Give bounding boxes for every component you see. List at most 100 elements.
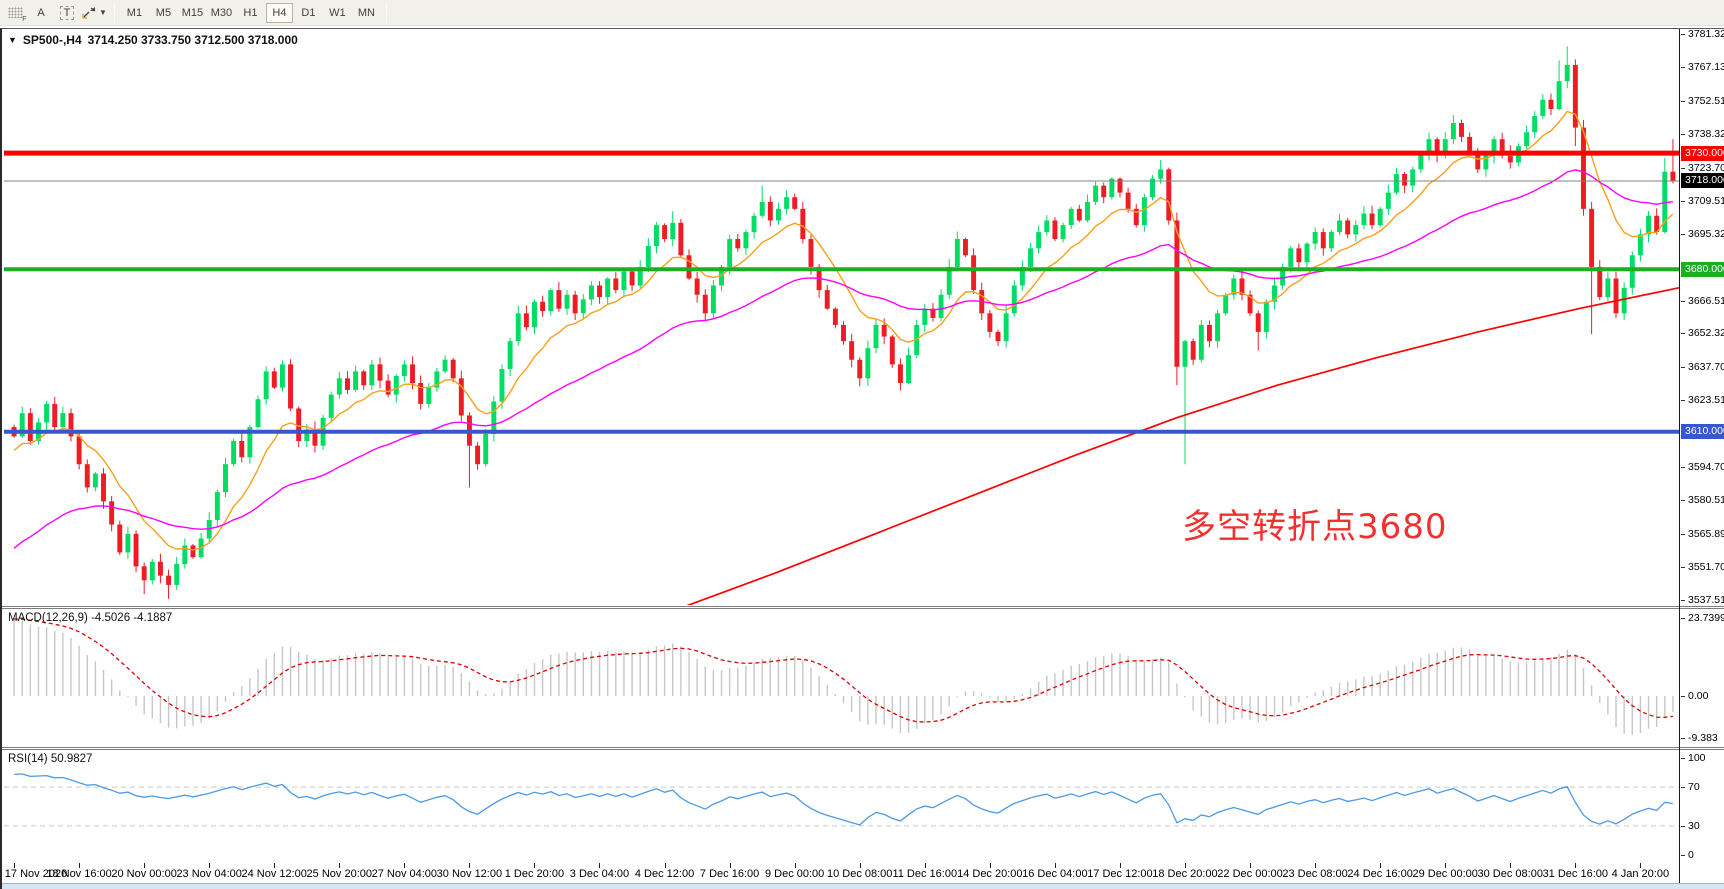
time-axis-label: 31 Dec 16:00 (1542, 868, 1608, 880)
text-tool-button[interactable]: T (55, 3, 79, 23)
time-axis-label: 1 Dec 20:00 (504, 868, 565, 880)
time-axis-label: 17 Nov 2020 (4, 868, 68, 880)
chart-annotation-text: 多空转折点3680 (1182, 507, 1448, 547)
time-axis-label: 3 Dec 04:00 (569, 868, 630, 880)
time-axis-label: 14 Dec 20:00 (957, 868, 1023, 880)
timeframe-button-m1[interactable]: M1 (126, 6, 143, 19)
diagonal-arrows-icon (82, 6, 96, 19)
time-tick (1054, 863, 1056, 868)
timeframe-button-m5[interactable]: M5 (155, 6, 172, 19)
rsi-label: RSI(14) 50.9827 (8, 753, 93, 765)
time-axis-label: 9 Dec 00:00 (764, 868, 825, 880)
timeframe-button-m30[interactable]: M30 (210, 6, 233, 19)
timeframe-button-m15[interactable]: M15 (181, 6, 204, 19)
price-tick-label: 3623.510 (1681, 393, 1724, 407)
arrows-tool-button[interactable]: ▼ (81, 3, 108, 23)
time-axis-label: 4 Jan 20:00 (1611, 868, 1670, 880)
time-tick (274, 863, 276, 868)
time-axis-label: 7 Dec 16:00 (699, 868, 760, 880)
chart-window: ▼ SP500-,H4 3714.250 3733.750 3712.500 3… (0, 28, 1724, 889)
time-tick (1184, 863, 1186, 868)
time-tick (79, 863, 81, 868)
time-axis-label: 29 Dec 00:00 (1412, 868, 1478, 880)
time-tick (209, 863, 211, 868)
toolbar-separator (113, 2, 115, 23)
time-tick (599, 863, 601, 868)
macd-chart[interactable] (4, 609, 1679, 747)
rsi-axis-label: 100 (1681, 751, 1706, 765)
time-axis-label: 20 Nov 00:00 (111, 868, 177, 880)
price-tick-label: 3580.510 (1681, 493, 1724, 507)
time-axis-label: 27 Nov 04:00 (371, 868, 438, 880)
price-line-badge: 3730.000 (1681, 145, 1724, 161)
price-tick-label: 3695.320 (1681, 227, 1724, 241)
time-tick (339, 863, 341, 868)
time-axis-label: 30 Dec 08:00 (1477, 868, 1543, 880)
time-axis-label: 23 Dec 08:00 (1282, 868, 1348, 880)
time-tick (404, 863, 406, 868)
toolbar-separator (385, 2, 387, 23)
time-tick (144, 863, 146, 868)
time-tick (989, 863, 991, 868)
chevron-down-icon[interactable]: ▼ (99, 8, 107, 17)
rsi-axis: 100 70 30 0 (1681, 750, 1724, 863)
text-label-tool-button[interactable]: A (29, 3, 53, 23)
time-axis-label: 23 Nov 04:00 (176, 868, 242, 880)
grid-icon: F (7, 7, 27, 23)
time-axis-label: 18 Dec 20:00 (1152, 868, 1218, 880)
rsi-axis-label: 30 (1681, 819, 1700, 833)
chart-menu-caret-icon[interactable]: ▼ (8, 35, 17, 45)
candlestick-chart[interactable] (4, 29, 1679, 605)
time-tick (794, 863, 796, 868)
macd-axis-label: -9.383 (1681, 731, 1718, 745)
price-tick-label: 3781.320 (1681, 27, 1724, 41)
time-axis-label: 17 Dec 12:00 (1087, 868, 1153, 880)
indicator-grid-button[interactable]: F (3, 3, 27, 23)
panel-separator[interactable] (2, 606, 1724, 609)
time-tick (534, 863, 536, 868)
time-axis-label: 10 Dec 08:00 (826, 868, 893, 880)
timeframe-button-h4[interactable]: H4 (265, 2, 293, 23)
panel-separator[interactable] (2, 747, 1724, 750)
letter-a-icon: A (37, 6, 45, 19)
time-axis-label: 11 Dec 16:00 (892, 868, 958, 880)
time-tick (14, 863, 15, 868)
time-tick (924, 863, 926, 868)
time-tick (729, 863, 731, 868)
time-tick (1640, 863, 1642, 868)
time-axis-label: 30 Nov 12:00 (436, 868, 503, 880)
time-tick (1250, 863, 1252, 868)
rsi-axis-label: 0 (1681, 848, 1694, 862)
rsi-panel[interactable]: RSI(14) 50.9827 100 70 30 0 (2, 750, 1724, 863)
time-axis-label: 24 Dec 16:00 (1347, 868, 1413, 880)
timeframe-button-mn[interactable]: MN (357, 6, 375, 19)
price-tick-label: 3565.890 (1681, 527, 1724, 541)
time-tick (1380, 863, 1382, 868)
price-tick-label: 3738.320 (1681, 127, 1724, 141)
axis-border-line (1679, 29, 1680, 883)
time-tick (859, 863, 861, 868)
price-tick-label: 3666.510 (1681, 294, 1724, 308)
rsi-chart[interactable] (4, 750, 1679, 863)
time-tick (664, 863, 666, 868)
symbol-timeframe-label: SP500-,H4 (22, 33, 82, 47)
timeframe-button-w1[interactable]: W1 (329, 6, 346, 19)
time-tick (1575, 863, 1577, 868)
toolbar: F A T ▼ M1 M5 M15 M30 H1 H4 D1 W1 MN (0, 0, 1724, 26)
price-tick-label: 3551.700 (1681, 560, 1724, 574)
macd-axis-label: 23.7399 (1681, 611, 1724, 625)
timeframe-button-d1[interactable]: D1 (301, 6, 316, 19)
time-tick (1315, 863, 1317, 868)
time-tick (1445, 863, 1447, 868)
timeframe-button-h1[interactable]: H1 (243, 6, 258, 19)
time-axis[interactable]: 17 Nov 2020 18 Nov 16:00 20 Nov 00:00 23 No… (2, 863, 1724, 883)
boxed-t-icon: T (59, 5, 75, 20)
price-tick-label: 3637.700 (1681, 360, 1724, 374)
price-line-badge: 3680.000 (1681, 261, 1724, 277)
time-tick (1510, 863, 1512, 868)
main-chart-panel[interactable]: ▼ SP500-,H4 3714.250 3733.750 3712.500 3… (2, 27, 1724, 606)
ohlc-values-label: 3714.250 3733.750 3712.500 3718.000 (87, 33, 298, 47)
price-line-badge: 3718.000 (1681, 173, 1724, 189)
macd-panel[interactable]: MACD(12,26,9) -4.5026 -4.1887 23.7399 0.0… (2, 609, 1724, 747)
